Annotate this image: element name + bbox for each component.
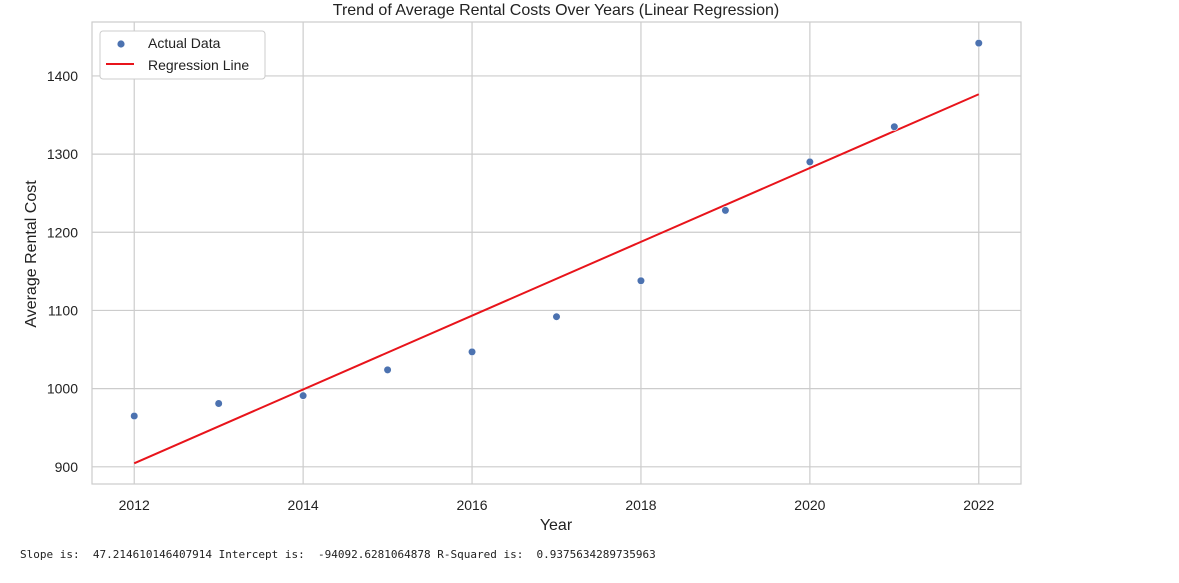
legend-scatter-marker xyxy=(117,40,125,48)
y-tick-labels: 900 1000 1100 1200 1300 1400 xyxy=(47,68,78,475)
legend-label-regression-line: Regression Line xyxy=(148,57,249,73)
legend-label-actual-data: Actual Data xyxy=(148,35,221,51)
data-point-2012 xyxy=(130,411,139,421)
data-point-2016 xyxy=(467,347,477,356)
regression-line xyxy=(133,93,980,465)
x-tick-label: 2020 xyxy=(794,497,825,513)
data-point-2020 xyxy=(805,157,814,167)
x-tick-label: 2012 xyxy=(119,497,150,513)
x-tick-label: 2018 xyxy=(625,497,656,513)
legend-box xyxy=(99,30,266,80)
x-tick-label: 2022 xyxy=(963,497,994,513)
x-tick-label: 2016 xyxy=(456,497,487,513)
y-tick-label: 1300 xyxy=(47,146,78,162)
y-tick-label: 1200 xyxy=(47,224,78,240)
data-point-2022 xyxy=(974,39,983,48)
x-tick-label: 2014 xyxy=(288,497,319,513)
data-point-2013 xyxy=(214,399,223,408)
y-tick-label: 1400 xyxy=(47,68,78,84)
data-point-2015 xyxy=(383,365,392,374)
y-tick-label: 1000 xyxy=(47,381,78,397)
data-point-2018 xyxy=(636,276,646,285)
x-axis-label: Year xyxy=(540,517,573,534)
data-marks xyxy=(130,39,983,465)
plot-area xyxy=(91,21,1022,485)
data-point-2021 xyxy=(890,122,899,131)
x-tick-labels: 2012 2014 2016 2018 2020 2022 xyxy=(119,497,995,513)
data-point-2019 xyxy=(721,206,730,215)
regression-stats-output: Slope is: 47.214610146407914 Intercept i… xyxy=(20,548,656,561)
regression-chart: Trend of Average Rental Costs Over Years… xyxy=(23,2,1022,534)
legend: Actual Data Regression Line xyxy=(99,30,266,80)
y-tick-label: 1100 xyxy=(48,302,78,318)
chart-title: Trend of Average Rental Costs Over Years… xyxy=(333,2,779,19)
y-tick-label: 900 xyxy=(55,459,79,475)
y-axis-label: Average Rental Cost xyxy=(23,180,40,328)
data-point-2017 xyxy=(552,312,561,321)
data-point-2014 xyxy=(299,391,308,400)
